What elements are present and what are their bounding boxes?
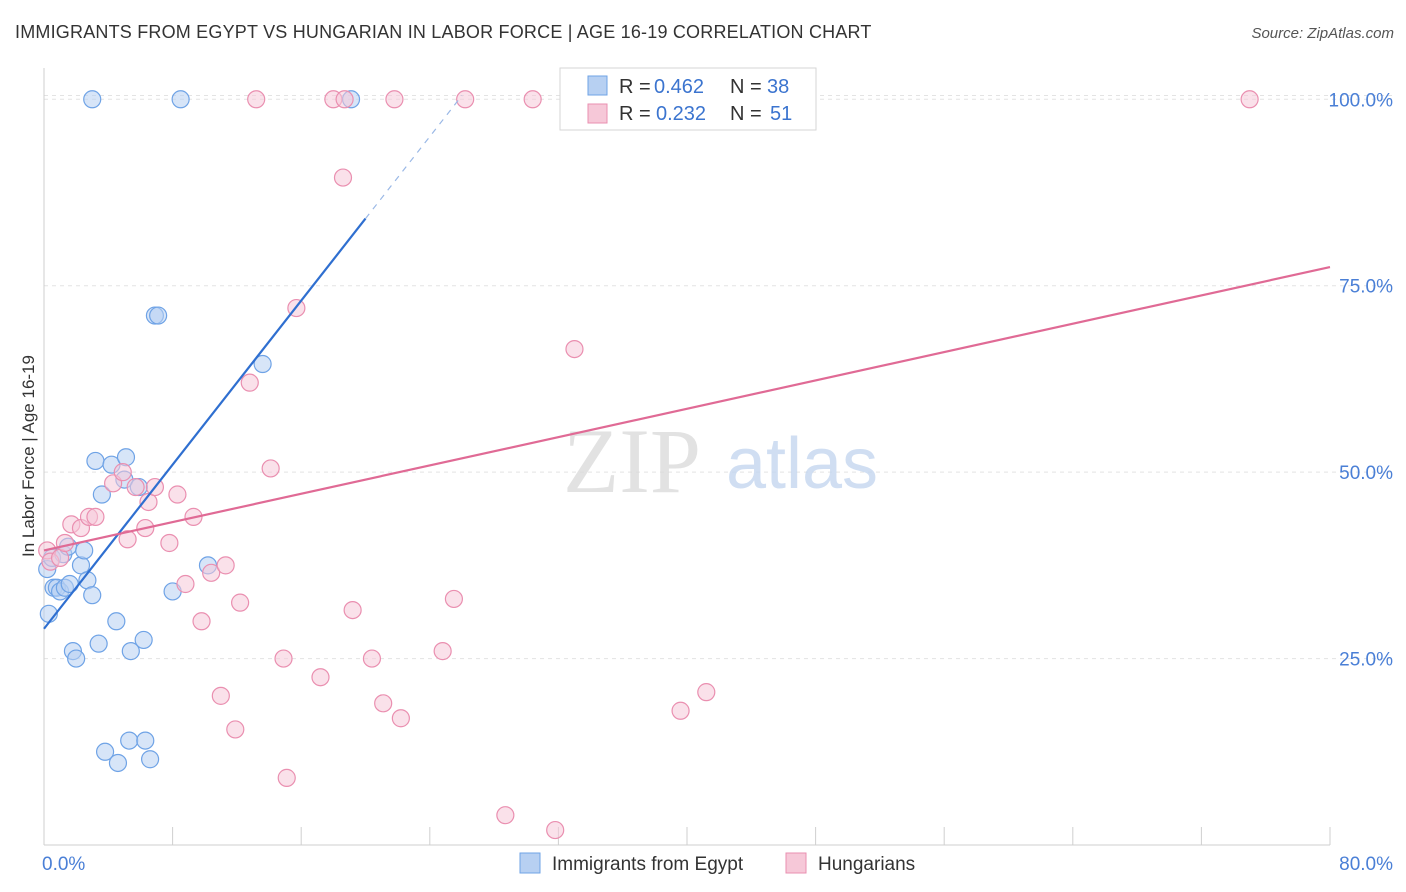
data-point-hungarians — [565, 340, 584, 359]
x-tick-label-min: 0.0% — [42, 854, 85, 875]
stats-legend-n-label-egypt: N = — [730, 76, 762, 98]
data-point-hungarians — [374, 694, 393, 713]
data-point-egypt — [140, 750, 160, 769]
data-point-egypt — [86, 451, 105, 471]
data-point-egypt — [107, 612, 126, 631]
y-tick-labels: 25.0% 50.0% 75.0% 100.0% — [1329, 90, 1394, 670]
data-point-hungarians — [86, 507, 105, 526]
data-point-egypt — [95, 742, 115, 761]
data-point-hungarians — [261, 459, 280, 478]
stats-legend-swatch-hungarians — [587, 103, 608, 124]
y-tick-label: 50.0% — [1339, 463, 1393, 484]
data-point-hungarians — [385, 90, 404, 109]
data-point-hungarians — [546, 820, 565, 840]
data-point-egypt — [89, 634, 108, 653]
stats-legend-r-label-hungarians: R = — [619, 103, 651, 125]
trend-line-egypt-extension — [365, 95, 463, 219]
data-point-hungarians — [311, 668, 330, 687]
data-point-hungarians — [671, 701, 690, 720]
data-point-hungarians — [55, 533, 74, 553]
stats-legend-n-hungarians: 51 — [770, 103, 792, 125]
data-point-egypt — [171, 90, 190, 109]
data-point-hungarians — [333, 168, 353, 187]
data-point-hungarians — [391, 709, 410, 728]
data-point-hungarians — [160, 533, 179, 553]
data-point-hungarians — [362, 649, 382, 668]
stats-legend: R = 0.462 N = 38 R = 0.232 N = 51 — [559, 67, 817, 131]
data-point-hungarians — [1240, 90, 1259, 109]
x-tick-label-max: 80.0% — [1339, 854, 1393, 875]
y-tick-label: 25.0% — [1339, 650, 1393, 671]
stats-legend-r-label-egypt: R = — [619, 76, 651, 98]
data-point-hungarians — [216, 556, 235, 575]
data-point-hungarians — [343, 600, 362, 620]
chart-source: Source: ZipAtlas.com — [1251, 25, 1394, 42]
data-point-hungarians — [240, 373, 259, 392]
stats-legend-n-egypt: 38 — [767, 76, 789, 98]
data-point-hungarians — [231, 593, 250, 612]
data-point-egypt — [136, 731, 155, 750]
data-point-egypt — [83, 586, 102, 605]
data-point-hungarians — [697, 683, 716, 702]
data-point-hungarians — [226, 720, 245, 739]
data-point-hungarians — [335, 90, 354, 109]
chart-title: IMMIGRANTS FROM EGYPT VS HUNGARIAN IN LA… — [15, 22, 872, 42]
data-point-hungarians — [192, 612, 211, 631]
data-point-hungarians — [274, 649, 293, 668]
watermark-zip: ZIP — [563, 410, 701, 512]
stats-legend-n-label-hungarians: N = — [730, 103, 762, 125]
y-axis-label: In Labor Force | Age 16-19 — [19, 355, 38, 557]
trend-line-egypt — [43, 217, 367, 630]
data-point-egypt — [116, 448, 136, 467]
data-point-egypt — [149, 306, 168, 325]
data-point-hungarians — [496, 806, 515, 825]
data-point-hungarians — [247, 90, 266, 109]
series-legend-label-hungarians: Hungarians — [818, 854, 915, 875]
trend-line-hungarians — [43, 265, 1331, 552]
series-legend: Immigrants from Egypt Hungarians — [519, 852, 915, 875]
data-point-egypt — [75, 541, 94, 560]
series-legend-swatch-egypt — [519, 852, 541, 874]
data-point-egypt — [92, 485, 111, 504]
y-tick-label: 100.0% — [1329, 90, 1394, 111]
data-point-hungarians — [126, 477, 145, 497]
data-point-hungarians — [277, 768, 296, 787]
data-point-hungarians — [456, 90, 475, 109]
data-point-egypt — [121, 642, 140, 661]
data-point-egypt — [253, 354, 272, 374]
data-point-hungarians — [523, 90, 542, 109]
trend-lines — [43, 95, 1331, 630]
data-point-hungarians — [113, 463, 132, 482]
series-legend-label-egypt: Immigrants from Egypt — [552, 854, 744, 875]
data-point-hungarians — [202, 563, 221, 582]
stats-legend-swatch-egypt — [587, 75, 608, 96]
data-point-hungarians — [118, 530, 137, 549]
data-point-hungarians — [211, 686, 230, 705]
data-point-hungarians — [176, 574, 195, 594]
data-point-hungarians — [433, 642, 452, 661]
y-tick-label: 75.0% — [1339, 277, 1393, 298]
data-point-egypt — [108, 753, 128, 773]
data-point-egypt — [120, 731, 139, 750]
data-point-egypt — [134, 630, 153, 650]
data-point-egypt — [83, 90, 102, 109]
stats-legend-r-egypt: 0.462 — [654, 76, 704, 98]
watermark-atlas: atlas — [726, 424, 878, 504]
data-point-egypt — [67, 649, 86, 668]
data-point-hungarians — [444, 589, 464, 609]
series-legend-swatch-hungarians — [785, 852, 807, 874]
data-point-hungarians — [168, 485, 187, 504]
stats-legend-r-hungarians: 0.232 — [656, 103, 706, 125]
x-tick-marks — [43, 827, 1331, 845]
